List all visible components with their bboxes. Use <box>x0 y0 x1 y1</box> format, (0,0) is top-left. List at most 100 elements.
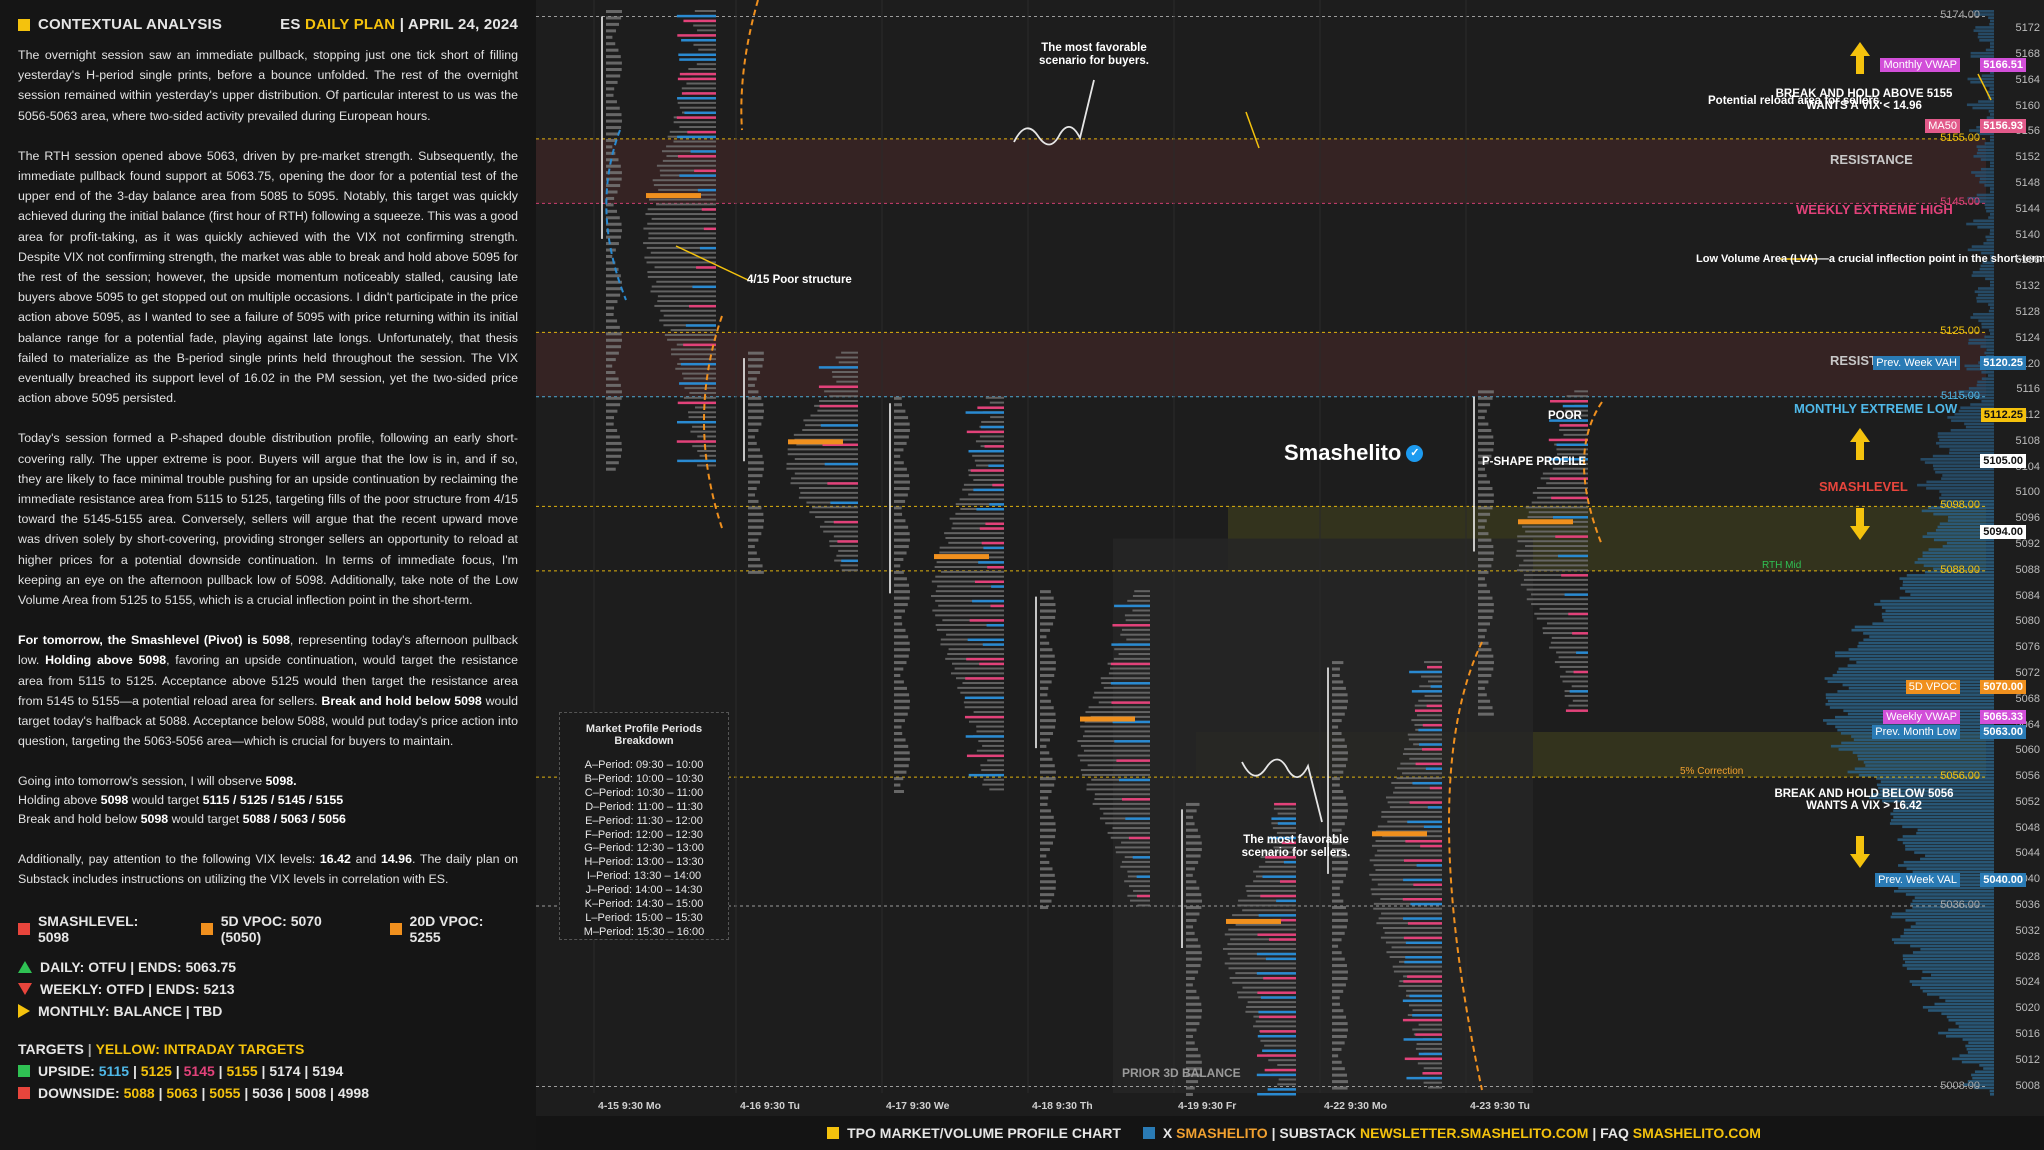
delta-bar <box>966 754 1004 758</box>
level-price-label: 5036.00 <box>1940 899 1980 912</box>
session-volume-bar <box>1077 740 1150 743</box>
session-volume-bar <box>689 391 716 394</box>
volume-profile-bar <box>1965 425 1994 429</box>
delta-bar <box>986 624 1004 627</box>
tpo-letter-mark <box>1186 944 1201 948</box>
volume-profile-bar <box>1968 338 1994 342</box>
tpo-letter-mark <box>1040 609 1056 613</box>
delta-bar <box>692 285 716 289</box>
volume-profile-bar <box>1948 1028 1994 1032</box>
delta-bar <box>1110 662 1150 666</box>
tpo-letter-mark <box>894 525 909 529</box>
tpo-letter-mark <box>1040 673 1055 677</box>
tpo-letter-mark <box>1332 1022 1348 1026</box>
tpo-letter-mark <box>1478 693 1487 697</box>
session-volume-bar <box>1385 796 1442 799</box>
tpo-letter-mark <box>606 409 618 413</box>
volume-profile-bar <box>1988 16 1994 20</box>
session-volume-bar <box>1371 893 1442 896</box>
tpo-letter-mark <box>1186 1022 1200 1026</box>
p-shape-label: P-SHAPE PROFILE <box>1482 456 1587 468</box>
volume-profile-bar <box>1989 87 1994 90</box>
volume-profile-bar <box>1948 1018 1994 1022</box>
tpo-letter-mark <box>606 383 621 387</box>
tpo-letter-mark <box>1332 667 1340 671</box>
volume-profile-bar <box>1986 90 1994 94</box>
delta-bar <box>677 34 716 37</box>
delta-bar <box>1551 496 1588 500</box>
volume-profile-bar <box>1903 928 1994 932</box>
volume-profile-bar <box>1902 835 1994 838</box>
axis-tick-label: 5108 <box>2015 434 2040 447</box>
tpo-letter-mark <box>748 371 761 374</box>
volume-profile-bar <box>1903 860 1994 864</box>
tpo-letter-mark <box>1186 880 1197 884</box>
volume-profile-bar <box>1978 287 1994 290</box>
period-item: I–Period: 13:30 – 14:00 <box>586 870 702 883</box>
tpo-letter-mark <box>1332 867 1348 871</box>
substack-link[interactable]: NEWSLETTER.SMASHELITO.COM <box>1360 1125 1589 1141</box>
session-volume-bar <box>662 159 716 162</box>
session-volume-bar <box>1080 759 1150 762</box>
volume-profile-bar <box>1970 403 1994 406</box>
session-volume-bar <box>1124 614 1150 617</box>
tpo-letter-mark <box>606 312 614 316</box>
tpo-letter-mark <box>1332 912 1348 916</box>
faq-link[interactable]: SMASHELITO.COM <box>1632 1125 1761 1141</box>
session-volume-bar <box>1103 686 1150 689</box>
x-handle-link[interactable]: SMASHELITO <box>1176 1125 1268 1141</box>
volume-profile-bar <box>1972 1076 1994 1080</box>
tpo-letter-mark <box>1332 964 1347 968</box>
tpo-letter-mark <box>1478 474 1487 478</box>
session-volume-bar <box>812 506 858 509</box>
tpo-letter-mark <box>1040 828 1056 832</box>
volume-profile-bar <box>1947 416 1994 419</box>
tpo-letter-mark <box>1478 680 1489 684</box>
session-volume-bar <box>935 599 1004 602</box>
session-volume-bar <box>1272 827 1296 830</box>
green-square-icon <box>18 1064 30 1077</box>
tpo-letter-mark <box>1478 403 1491 407</box>
tpo-letter-mark <box>1332 738 1345 742</box>
session-volume-bar <box>686 82 716 85</box>
tpo-letter-mark <box>1186 912 1200 916</box>
delta-bar <box>1402 999 1442 1003</box>
volume-profile-bar <box>1939 522 1994 526</box>
tpo-letter-mark <box>1040 725 1056 729</box>
axis-tick-label: 5016 <box>2015 1027 2040 1040</box>
delta-bar <box>1136 875 1150 878</box>
delta-bar <box>1429 786 1442 790</box>
axis-tick-label: 5132 <box>2015 280 2040 293</box>
volume-profile-bar <box>1989 229 1994 232</box>
volume-profile-bar <box>1975 174 1994 177</box>
session-volume-bar <box>699 454 716 457</box>
volume-profile-bar <box>1827 699 1994 703</box>
session-volume-bar <box>690 430 716 433</box>
volume-profile-bar <box>1905 918 1994 922</box>
session-volume-bar <box>1088 706 1150 709</box>
session-volume-bar <box>1264 1044 1296 1047</box>
delta-bar <box>1412 781 1442 785</box>
session-volume-bar <box>696 63 716 66</box>
delta-bar <box>983 546 1004 550</box>
delta-bar <box>968 773 1004 777</box>
tpo-letter-mark <box>748 358 764 362</box>
paragraph-observe: Going into tomorrow's session, I will ob… <box>18 773 346 826</box>
session-volume-bar <box>1129 885 1150 888</box>
axis-tick-label: 5152 <box>2015 151 2040 164</box>
tpo-letter-mark <box>894 416 909 420</box>
correction-label: 5% Correction <box>1680 766 1744 777</box>
tpo-letter-mark <box>748 454 763 458</box>
delta-bar <box>701 208 716 211</box>
axis-tick-label: 5116 <box>2016 383 2040 396</box>
volume-profile-bar <box>1912 870 1994 874</box>
paragraph-rth: The RTH session opened above 5063, drive… <box>18 148 518 406</box>
tpo-letter-mark <box>1040 615 1056 619</box>
periods-breakdown-box: Market Profile Periods Breakdown A–Perio… <box>559 712 729 940</box>
tpo-letter-mark <box>1332 996 1340 1000</box>
volume-profile-bar <box>1990 113 1994 116</box>
volume-profile-bar <box>1967 1080 1994 1083</box>
delta-bar <box>1562 404 1588 408</box>
session-volume-bar <box>1107 831 1150 834</box>
session-volume-bar <box>835 356 858 359</box>
